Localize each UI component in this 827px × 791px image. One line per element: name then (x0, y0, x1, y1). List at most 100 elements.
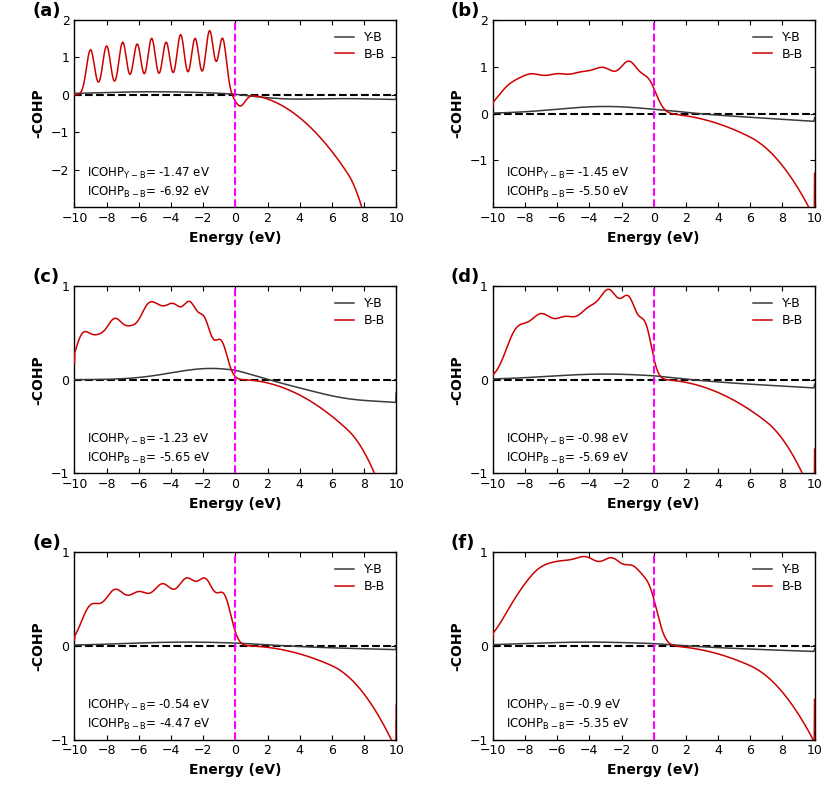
Text: ICOHP$_{\rm B-B}$= -5.35 eV: ICOHP$_{\rm B-B}$= -5.35 eV (505, 717, 629, 732)
Y-B (600, 369, 610, 379)
Line: B-B: B-B (493, 290, 815, 501)
B-B (810, 213, 820, 222)
B-B (204, 26, 214, 36)
Text: ICOHP$_{\rm Y-B}$= -0.9 eV: ICOHP$_{\rm Y-B}$= -0.9 eV (505, 698, 621, 713)
Y-B (125, 373, 135, 383)
Y-B (543, 638, 553, 648)
Y-axis label: -COHP: -COHP (31, 621, 45, 671)
Y-B (193, 638, 203, 647)
Text: (c): (c) (32, 268, 60, 286)
Y-axis label: -COHP: -COHP (450, 621, 464, 671)
Y-B (809, 383, 819, 392)
Y-B (488, 374, 498, 384)
B-B (207, 583, 217, 592)
X-axis label: Energy (eV): Energy (eV) (189, 763, 281, 777)
Text: ICOHP$_{\rm B-B}$= -6.92 eV: ICOHP$_{\rm B-B}$= -6.92 eV (88, 185, 211, 200)
Text: (b): (b) (451, 2, 480, 20)
B-B (810, 694, 820, 704)
Line: B-B: B-B (74, 31, 396, 397)
B-B (524, 573, 534, 583)
Y-B (125, 87, 135, 97)
B-B (183, 573, 193, 583)
B-B (106, 587, 116, 596)
Line: Y-B: Y-B (74, 369, 396, 403)
X-axis label: Energy (eV): Energy (eV) (189, 497, 281, 511)
B-B (351, 679, 361, 688)
Y-B (206, 364, 216, 373)
B-B (193, 44, 203, 54)
B-B (184, 297, 194, 306)
Y-B (391, 95, 401, 104)
Y-B (769, 114, 779, 123)
Y-B (385, 645, 395, 654)
B-B (125, 321, 135, 331)
B-B (543, 70, 553, 80)
Y-axis label: -COHP: -COHP (31, 355, 45, 404)
Y-B (351, 395, 361, 404)
B-B (810, 168, 820, 178)
B-B (106, 63, 116, 73)
Text: ICOHP$_{\rm B-B}$= -5.65 eV: ICOHP$_{\rm B-B}$= -5.65 eV (88, 451, 211, 466)
B-B (803, 202, 813, 211)
Y-B (524, 638, 534, 648)
Y-B (193, 88, 203, 97)
B-B (351, 184, 361, 194)
Y-B (810, 113, 820, 123)
B-B (207, 332, 217, 342)
Text: (e): (e) (32, 534, 61, 552)
B-B (391, 272, 401, 282)
B-B (351, 433, 361, 443)
Y-axis label: -COHP: -COHP (31, 89, 45, 138)
B-B (207, 34, 217, 44)
Y-B (69, 375, 79, 384)
Legend: Y-B, B-B: Y-B, B-B (748, 292, 808, 332)
Y-B (611, 638, 621, 647)
Y-B (803, 646, 813, 656)
B-B (391, 744, 401, 754)
Legend: Y-B, B-B: Y-B, B-B (330, 558, 390, 598)
B-B (624, 56, 633, 66)
B-B (391, 701, 401, 710)
X-axis label: Energy (eV): Energy (eV) (608, 763, 700, 777)
Legend: Y-B, B-B: Y-B, B-B (748, 26, 808, 66)
Y-B (391, 398, 401, 407)
Y-B (207, 364, 217, 373)
Y-B (150, 87, 160, 97)
Y-B (600, 102, 610, 112)
Text: (a): (a) (32, 2, 61, 20)
Y-B (625, 370, 635, 380)
B-B (391, 531, 401, 540)
B-B (769, 424, 779, 433)
Y-B (391, 388, 401, 397)
Y-B (385, 397, 395, 407)
Y-B (803, 116, 813, 126)
B-B (488, 372, 498, 381)
B-B (803, 726, 813, 736)
Y-B (769, 645, 779, 655)
Line: Y-B: Y-B (74, 92, 396, 100)
B-B (385, 732, 395, 742)
Y-B (809, 647, 819, 657)
B-B (106, 316, 116, 326)
Y-B (193, 365, 203, 374)
Y-B (488, 641, 498, 650)
Line: B-B: B-B (493, 557, 815, 742)
Y-B (385, 95, 395, 104)
B-B (385, 348, 395, 358)
Y-axis label: -COHP: -COHP (450, 89, 464, 138)
B-B (524, 70, 534, 79)
Y-B (69, 89, 79, 99)
Text: ICOHP$_{\rm Y-B}$= -0.98 eV: ICOHP$_{\rm Y-B}$= -0.98 eV (505, 432, 629, 447)
Text: ICOHP$_{\rm Y-B}$= -1.47 eV: ICOHP$_{\rm Y-B}$= -1.47 eV (88, 166, 210, 181)
Y-B (391, 93, 401, 102)
Y-B (351, 94, 361, 104)
Y-axis label: -COHP: -COHP (450, 355, 464, 404)
B-B (769, 678, 779, 687)
Y-B (585, 638, 595, 647)
B-B (604, 285, 614, 294)
Text: (f): (f) (451, 534, 476, 552)
Text: (d): (d) (451, 268, 480, 286)
B-B (611, 555, 621, 565)
Line: Y-B: Y-B (493, 642, 815, 652)
Y-B (769, 380, 779, 390)
